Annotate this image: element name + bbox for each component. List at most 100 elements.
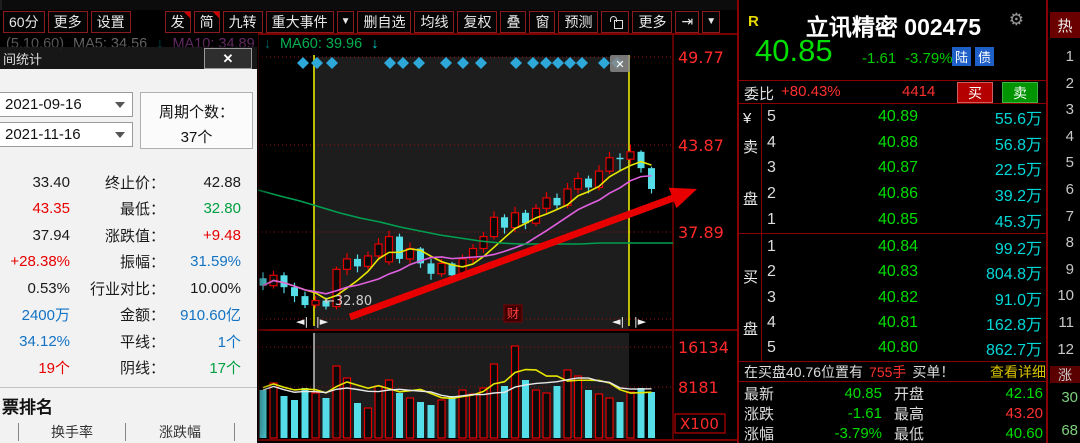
level-price: 40.88 <box>877 133 918 151</box>
tab-hot[interactable]: 热 <box>1050 12 1080 38</box>
book-side-label: 盘 <box>743 321 759 338</box>
level-quantity: 91.0万 <box>994 291 1042 309</box>
toolbar-item-16[interactable]: ⇥ <box>675 10 700 33</box>
divider <box>739 80 1048 81</box>
bid-row[interactable]: 5 40.80 862.7万 <box>762 336 1048 361</box>
bid-row[interactable]: 4 40.81 162.8万 <box>762 310 1048 335</box>
price-change-percent: -3.79% <box>905 50 953 67</box>
ranking-index-list: 1 2 3 4 5 6 7 8 9 10 11 12 <box>1048 48 1078 367</box>
ranking-index: 5 <box>1065 154 1074 172</box>
toolbar-item-9[interactable]: 均线 <box>414 10 455 33</box>
svg-text:X100: X100 <box>680 415 719 433</box>
stat-label: 开盘 <box>894 385 925 403</box>
chevron-down-icon <box>115 132 125 138</box>
bid-row[interactable]: 2 40.83 804.8万 <box>762 259 1048 284</box>
svg-text:✕: ✕ <box>615 58 624 71</box>
stat-value: -1.61 <box>847 404 882 422</box>
svg-text:◄|: ◄| <box>612 315 624 328</box>
toolbar-item-6[interactable]: 重大事件 <box>265 10 334 33</box>
ranking-index: 7 <box>1065 207 1074 225</box>
ranking-column-header: 涨 <box>1050 366 1080 383</box>
interval-stat-row: 0.53% 行业对比： 10.00% <box>0 275 257 302</box>
column-header-change[interactable]: 涨跌幅 <box>159 424 201 440</box>
ma60-down-arrow: ↓ <box>371 36 379 52</box>
date-from-select[interactable]: 2021-09-16 <box>0 92 133 117</box>
level-quantity: 56.8万 <box>994 136 1042 154</box>
stat-label: 平线： <box>119 333 165 351</box>
view-details-link[interactable]: 查看详细 <box>990 363 1046 380</box>
ranking-index: 1 <box>1065 48 1074 65</box>
toolbar-item-5[interactable]: 九转 <box>222 10 263 33</box>
stock-title[interactable]: 立讯精密 002475 <box>805 14 982 40</box>
ask-row[interactable]: 2 40.86 39.2万 <box>762 181 1048 207</box>
stat-label: 行业对比： <box>89 280 165 298</box>
lu-badge[interactable]: 陆 <box>952 47 971 66</box>
ranking-header-row: 换手率 涨跌幅 <box>0 421 257 443</box>
column-header-turnover[interactable]: 换手率 <box>51 424 93 440</box>
buy-button[interactable]: 买 <box>957 82 993 103</box>
toolbar-item-12[interactable]: 窗 <box>529 10 556 33</box>
stat-left-value: 33.40 <box>32 173 70 191</box>
toolbar-item-2[interactable]: 设置 <box>90 10 131 33</box>
ask-row[interactable]: 1 40.85 45.3万 <box>762 207 1048 233</box>
ranking-value: 68 <box>1061 422 1078 439</box>
toolbar-item-1[interactable]: 更多 <box>47 10 88 33</box>
toolbar-item-17[interactable]: ▼ <box>702 10 721 33</box>
stat-label: 涨跌 <box>744 405 775 423</box>
period-count-value: 37个 <box>180 129 213 146</box>
weibi-label: 委比 <box>744 86 775 103</box>
toolbar-item-7[interactable]: ▼ <box>336 10 355 33</box>
bid-row[interactable]: 1 40.84 99.2万 <box>762 234 1048 259</box>
ask-row[interactable]: 4 40.88 56.8万 <box>762 130 1048 156</box>
toolbar-item-13[interactable]: 预测 <box>558 10 599 33</box>
svg-text:8181: 8181 <box>678 378 719 397</box>
stat-left-value: 34.12% <box>19 332 70 350</box>
interval-stat-row: 37.94 涨跌值： +9.48 <box>0 222 257 249</box>
weicha-value: 4414 <box>902 83 936 100</box>
level-price: 40.86 <box>877 185 918 203</box>
gear-icon[interactable]: ⚙ <box>1008 10 1024 29</box>
interval-stat-row: 43.35 最低： 32.80 <box>0 196 257 223</box>
toolbar-item-0[interactable]: 60分 <box>3 10 45 33</box>
toolbar-item-10[interactable]: 复权 <box>457 10 498 33</box>
kline-chart[interactable]: ✕ ←32.80 财 ◄| |► ◄| |► 49.77 43.87 37.89 16134 8181… <box>258 33 740 443</box>
book-side-label-column: ¥ 卖盘 <box>739 104 762 233</box>
svg-text:49.77: 49.77 <box>678 48 724 67</box>
divider <box>739 233 1048 234</box>
stat-label: 终止价： <box>104 174 165 192</box>
toolbar-item-8[interactable]: 删自选 <box>357 10 412 33</box>
toolbar-item-4[interactable]: 简 <box>193 10 220 33</box>
level-number: 3 <box>767 159 776 177</box>
r-marker-badge: R <box>748 13 759 30</box>
toolbar-item-3[interactable]: 发 <box>164 10 191 33</box>
level-quantity: 862.7万 <box>985 342 1042 360</box>
dialog-title-bar[interactable]: 间统计 ✕ <box>0 47 257 69</box>
ask-row[interactable]: 3 40.87 22.5万 <box>762 156 1048 182</box>
toolbar-item-11[interactable]: 叠 <box>500 10 527 33</box>
bid-row[interactable]: 3 40.82 91.0万 <box>762 285 1048 310</box>
svg-text:←32.80: ←32.80 <box>324 294 372 309</box>
close-button[interactable]: ✕ <box>204 48 252 69</box>
stat-label: 最高 <box>894 405 925 423</box>
ask-row[interactable]: 5 40.89 55.6万 <box>762 104 1048 130</box>
level-price: 40.84 <box>877 237 918 255</box>
ma60-label: MA60: 39.96 <box>279 36 363 52</box>
stat-label: 涨幅 <box>744 426 775 443</box>
clipped-top-row <box>0 0 1080 10</box>
lock-icon[interactable] <box>601 10 630 33</box>
level-price: 40.82 <box>877 288 918 306</box>
level-number: 5 <box>767 107 776 125</box>
toolbar-item-15[interactable]: 更多 <box>632 10 673 33</box>
stat-value: 42.16 <box>1005 384 1043 402</box>
divider <box>234 423 235 441</box>
stock-ranking-title: 票排名 <box>2 398 53 417</box>
book-rows: 1 40.84 99.2万 2 40.83 804.8万 3 40.82 91.0万 4 40.81… <box>762 234 1048 361</box>
divider <box>0 387 257 388</box>
sell-button[interactable]: 卖 <box>1002 82 1038 103</box>
date-to-select[interactable]: 2021-11-16 <box>0 122 133 147</box>
book-side-label: ¥ <box>743 110 752 127</box>
bond-badge[interactable]: 债 <box>975 47 994 66</box>
stat-right-value: 31.59% <box>190 253 241 271</box>
stat-left-value: 43.35 <box>32 200 70 218</box>
